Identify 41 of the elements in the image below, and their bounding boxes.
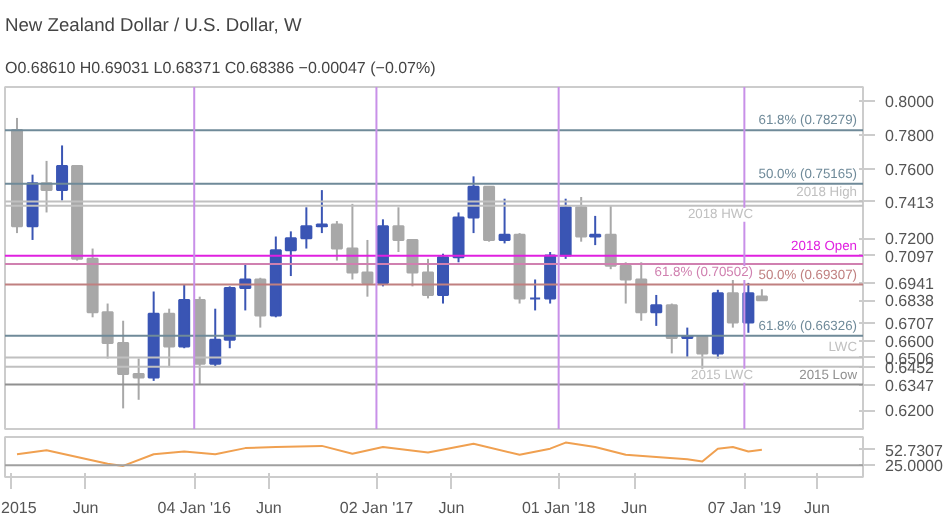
candlestick [650, 293, 663, 327]
candlestick [300, 206, 313, 250]
x-tick-label: Jun [72, 499, 99, 517]
y-tick-label: 0.6347 [885, 376, 936, 395]
x-tick-label: Jun [255, 499, 282, 517]
x-tick-label: 2015 [1, 499, 38, 517]
candlestick [529, 278, 542, 312]
x-tick-label: Jun [438, 499, 465, 517]
candlestick [498, 197, 511, 245]
y-tick-label: 0.6200 [885, 402, 936, 421]
candlestick [132, 357, 145, 401]
y-tick-label: 0.6707 [885, 314, 936, 333]
candlestick [178, 283, 191, 350]
candlestick [163, 307, 176, 369]
candlestick [575, 195, 588, 243]
candlestick [315, 189, 328, 235]
y-tick-label: 0.6941 [885, 274, 936, 293]
candlestick [421, 257, 434, 300]
y-tick-label: 52.7307 [885, 441, 944, 460]
candlestick [56, 144, 69, 202]
candlestick [254, 276, 267, 329]
x-tick-label: 01 Jan '18 [521, 499, 597, 517]
x-tick-label: 07 Jan '19 [707, 499, 783, 517]
x-tick-label: 04 Jan '16 [157, 499, 232, 517]
chart-subtitle: O0.68610 H0.69031 L0.68371 C0.68386 −0.00047 (−0.07%) [5, 59, 437, 77]
y-tick-label: 0.7800 [885, 127, 936, 146]
y-tick-label: 0.7413 [885, 193, 936, 212]
y-tick-label: 0.8000 [885, 92, 936, 111]
x-tick-label: Jun [621, 499, 648, 517]
y-tick-label: 0.7600 [885, 161, 936, 180]
x-tick-label: 02 Jan '17 [339, 499, 415, 517]
y-tick-label: 0.6838 [885, 292, 936, 311]
y-tick-label: 25.0000 [885, 457, 944, 476]
y-tick-label: 0.7097 [885, 247, 936, 266]
chart-title: New Zealand Dollar / U.S. Dollar, W [5, 15, 302, 35]
candlestick [726, 276, 739, 329]
y-tick-label: 0.7200 [885, 230, 936, 249]
line-series [16, 441, 763, 467]
candlestick [589, 214, 602, 247]
x-tick-label: Jun [804, 499, 830, 517]
y-tick-label: 0.6600 [885, 333, 936, 352]
